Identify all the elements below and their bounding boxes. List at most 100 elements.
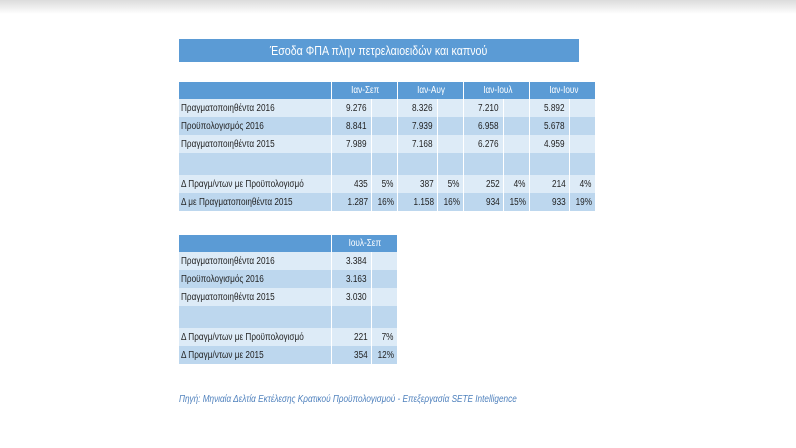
value-cell: 7.210 [463,99,504,117]
source-note: Πηγή: Μηνιαία Δελτία Εκτέλεσης Κρατικού … [179,394,591,405]
table-row: Πραγματοποιηθέντα 2015 7.989 7.168 6.276 4.9… [179,135,596,153]
cell-text: 387 [420,178,434,190]
value-cell: 354 [331,346,372,364]
cell-text: 4% [514,178,526,190]
value-cell: 6.958 [463,117,504,135]
percent-cell [371,135,398,153]
cell-text: 1.158 [413,196,434,208]
cell-text: Προϋπολογισμός 2016 [181,120,264,132]
value-cell: 933 [529,193,570,211]
percent-cell [371,117,398,135]
row-label: Πραγματοποιηθέντα 2015 [179,288,332,306]
value-cell: 435 [331,175,372,193]
percent-cell: 19% [569,193,596,211]
percent-cell [569,135,596,153]
cell-text: Δ Πραγμ/ντων με Προϋπολογισμό [181,178,304,190]
percent-cell [569,117,596,135]
percent-cell: 12% [371,346,398,364]
cell-text: Ιαν-Ιουλ [482,85,512,96]
cell-text: Πραγματοποιηθέντα 2016 [181,102,275,114]
cell-text: 15% [509,196,526,208]
row-label: Δ Πραγμ/ντων με Προϋπολογισμό [179,175,332,193]
column-header: Ιαν-Σεπ [331,82,398,99]
vat-table-quarter: Ιουλ-Σεπ Πραγματοποιηθέντα 2016 3.384 Προϋπ… [179,235,398,364]
percent-cell [503,135,530,153]
table-row: Πραγματοποιηθέντα 2015 3.030 [179,288,398,306]
percent-cell [371,153,398,175]
value-cell [331,153,372,175]
percent-cell: 7% [371,328,398,346]
cell-text: Πραγματοποιηθέντα 2015 [181,138,275,150]
percent-cell [437,117,464,135]
percent-cell: 5% [371,175,398,193]
cell-text: Πραγματοποιηθέντα 2015 [181,291,275,303]
percent-cell: 5% [437,175,464,193]
cell-text: 252 [486,178,500,190]
cell-text: 1.287 [347,196,368,208]
row-label: Δ Πραγμ/ντων με Προϋπολογισμό [179,328,332,346]
header-blank [179,82,332,99]
row-label: Πραγματοποιηθέντα 2016 [179,99,332,117]
header-row: Ιαν-Σεπ Ιαν-Αυγ Ιαν-Ιουλ Ιαν-Ιουν [179,82,596,99]
percent-cell [503,99,530,117]
column-header: Ιαν-Ιουν [529,82,596,99]
percent-cell: 15% [503,193,530,211]
cell-text: 933 [552,196,566,208]
value-cell: 934 [463,193,504,211]
cell-text: 19% [575,196,592,208]
table-row: Προϋπολογισμός 2016 8.841 7.939 6.958 5.678 [179,117,596,135]
cell-text: 214 [552,178,566,190]
cell-text: Δ Πραγμ/ντων με Προϋπολογισμό [181,331,304,343]
cell-text: 7.939 [411,120,433,132]
value-cell [331,306,372,328]
value-cell: 4.959 [529,135,570,153]
value-cell: 8.841 [331,117,372,135]
percent-cell [437,153,464,175]
column-header: Ιαν-Αυγ [397,82,464,99]
value-cell: 3.384 [331,252,372,270]
cell-text: 5% [447,178,460,190]
cell-text: 12% [377,349,394,361]
cell-text: 3.163 [345,273,367,285]
cell-text: 8.841 [345,120,367,132]
value-cell: 387 [397,175,438,193]
cell-text: Ιουλ-Σεπ [348,238,382,249]
table-row: Προϋπολογισμός 2016 3.163 [179,270,398,288]
table-row [179,153,596,175]
value-cell: 9.276 [331,99,372,117]
cell-text: Ιαν-Αυγ [417,85,446,96]
cell-text: 5% [381,178,394,190]
column-header: Ιαν-Ιουλ [463,82,530,99]
percent-cell [371,288,398,306]
cell-text: 435 [354,178,368,190]
table-row: Πραγματοποιηθέντα 2016 3.384 [179,252,398,270]
cell-text: 4% [580,178,592,190]
value-cell: 221 [331,328,372,346]
value-cell: 1.287 [331,193,372,211]
cell-text: 354 [354,349,368,361]
cell-text: 16% [443,196,460,208]
cell-text: 6.276 [477,138,499,150]
cell-text: 221 [354,331,368,343]
row-label: Προϋπολογισμός 2016 [179,270,332,288]
cell-text: 3.030 [345,291,367,303]
value-cell: 8.326 [397,99,438,117]
row-label: Προϋπολογισμός 2016 [179,117,332,135]
cell-text: Δ Πραγμ/ντων με 2015 [181,349,264,361]
row-label: Δ με Πραγματοποιηθέντα 2015 [179,193,332,211]
header-blank [179,235,332,252]
percent-cell: 16% [437,193,464,211]
table-row [179,306,398,328]
value-cell [529,153,570,175]
cell-text: Προϋπολογισμός 2016 [181,273,264,285]
percent-cell [371,306,398,328]
percent-cell [371,252,398,270]
row-label: Πραγματοποιηθέντα 2016 [179,252,332,270]
value-cell: 252 [463,175,504,193]
row-label: Πραγματοποιηθέντα 2015 [179,135,332,153]
top-bar [0,0,796,14]
percent-cell [371,270,398,288]
value-cell: 6.276 [463,135,504,153]
table-row: Δ με Πραγματοποιηθέντα 2015 1.287 16% 1.158… [179,193,596,211]
cell-text: 7.168 [411,138,433,150]
